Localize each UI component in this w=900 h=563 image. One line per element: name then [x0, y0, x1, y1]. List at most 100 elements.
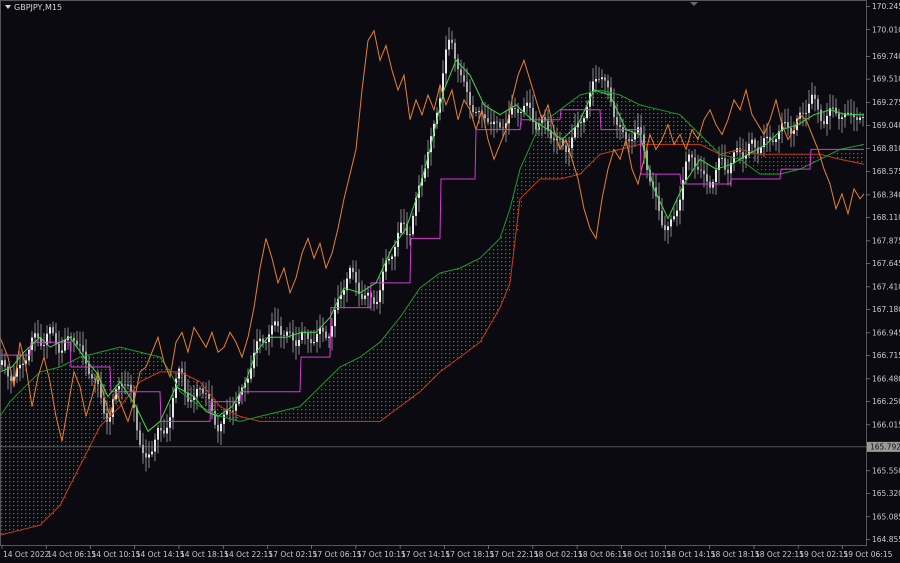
candle-body [484, 114, 486, 119]
candle-body [388, 258, 390, 261]
cloud-segment [528, 151, 531, 191]
candle-body [502, 127, 504, 129]
cloud-segment [108, 350, 111, 419]
cloud-segment [180, 371, 183, 392]
candle-body [367, 292, 369, 296]
candle-body [562, 139, 564, 146]
tenkan-sen-line [0, 59, 864, 433]
cloud-segment [531, 144, 534, 188]
cloud-segment [765, 154, 768, 175]
candle-body [592, 81, 594, 93]
cloud-segment [261, 416, 264, 422]
candle-body [721, 158, 723, 159]
candle-body [694, 157, 696, 167]
cloud-segment [81, 356, 84, 464]
cloud-segment [675, 113, 678, 145]
cloud-segment [828, 155, 831, 157]
cloud-segment [129, 349, 132, 396]
time-tick-label: 14 Oct 10:15 [91, 550, 140, 559]
dropdown-triangle-icon[interactable] [5, 5, 11, 9]
current-price-tag: 165.792 [867, 441, 900, 452]
symbol-header[interactable]: GBPJPY,M15 [5, 3, 62, 12]
cloud-segment [534, 137, 537, 185]
cloud-segment [705, 139, 708, 147]
candle-body [805, 112, 807, 114]
cloud-segment [759, 154, 762, 174]
cloud-segment [501, 235, 504, 306]
candle-body [550, 130, 552, 139]
cloud-segment [204, 386, 207, 409]
candle-body [466, 81, 468, 93]
candle-body [472, 105, 474, 113]
candle-body [856, 117, 858, 120]
cloud-segment [135, 350, 138, 388]
cloud-segment [267, 414, 270, 422]
candle-body [127, 384, 129, 386]
cloud-segment [645, 106, 648, 145]
candle-body [517, 108, 519, 114]
candle-body [424, 168, 426, 179]
cloud-segment [843, 148, 846, 160]
candle-body [520, 112, 522, 114]
candle-body [631, 139, 633, 141]
cloud-segment [687, 121, 690, 145]
candle-body [211, 399, 213, 411]
cloud-segment [795, 154, 798, 171]
candle-body [73, 337, 75, 341]
candle-body [70, 336, 72, 338]
cloud-segment [186, 374, 189, 397]
cloud-segment [648, 106, 651, 145]
chart-shift-marker-icon[interactable] [690, 2, 698, 6]
cloud-segment [360, 357, 363, 422]
candle-body [169, 417, 171, 428]
cloud-segment [597, 90, 600, 158]
candle-body [4, 360, 6, 367]
cloud-segment [3, 411, 6, 535]
cloud-segment [288, 409, 291, 422]
candle-body [139, 430, 141, 445]
cloud-segment [291, 408, 294, 422]
cloud-segment [840, 149, 843, 160]
cloud-segment [480, 258, 483, 343]
candle-body [259, 338, 261, 342]
cloud-segment [393, 326, 396, 412]
candle-body [340, 294, 342, 299]
candle-body [580, 122, 582, 124]
candle-body [61, 350, 63, 353]
candle-body [310, 339, 312, 344]
candle-body [841, 117, 843, 119]
price-tick-label: 168.340 [872, 190, 900, 199]
cloud-segment [654, 108, 657, 145]
cloud-segment [801, 154, 804, 169]
cloud-segment [336, 370, 339, 422]
cloud-segment [738, 149, 741, 159]
candle-body [427, 152, 429, 169]
cloud-segment [600, 90, 603, 155]
candle-body [811, 94, 813, 104]
cloud-segment [609, 92, 612, 153]
cloud-segment [84, 356, 87, 458]
cloud-segment [435, 276, 438, 377]
candle-body [94, 378, 96, 380]
cloud-segment [693, 127, 696, 145]
candle-body [274, 321, 276, 326]
cloud-segment [207, 390, 210, 410]
candle-body [229, 410, 231, 412]
candle-body [76, 340, 78, 345]
cloud-segment [327, 379, 330, 422]
cloud-segment [678, 114, 681, 145]
price-axis[interactable]: 170.245 170.010 169.740 169.510 169.275 169.0… [866, 2, 900, 544]
candle-body [199, 388, 201, 390]
candle-body [487, 118, 489, 123]
candle-body [256, 341, 258, 353]
candle-body [754, 139, 756, 148]
candle-body [451, 39, 453, 43]
candle-body [307, 333, 309, 340]
cloud-segment [381, 341, 384, 421]
candle-body [31, 337, 33, 350]
cloud-segment [651, 107, 654, 145]
candle-body [382, 271, 384, 291]
cloud-segment [543, 122, 546, 180]
